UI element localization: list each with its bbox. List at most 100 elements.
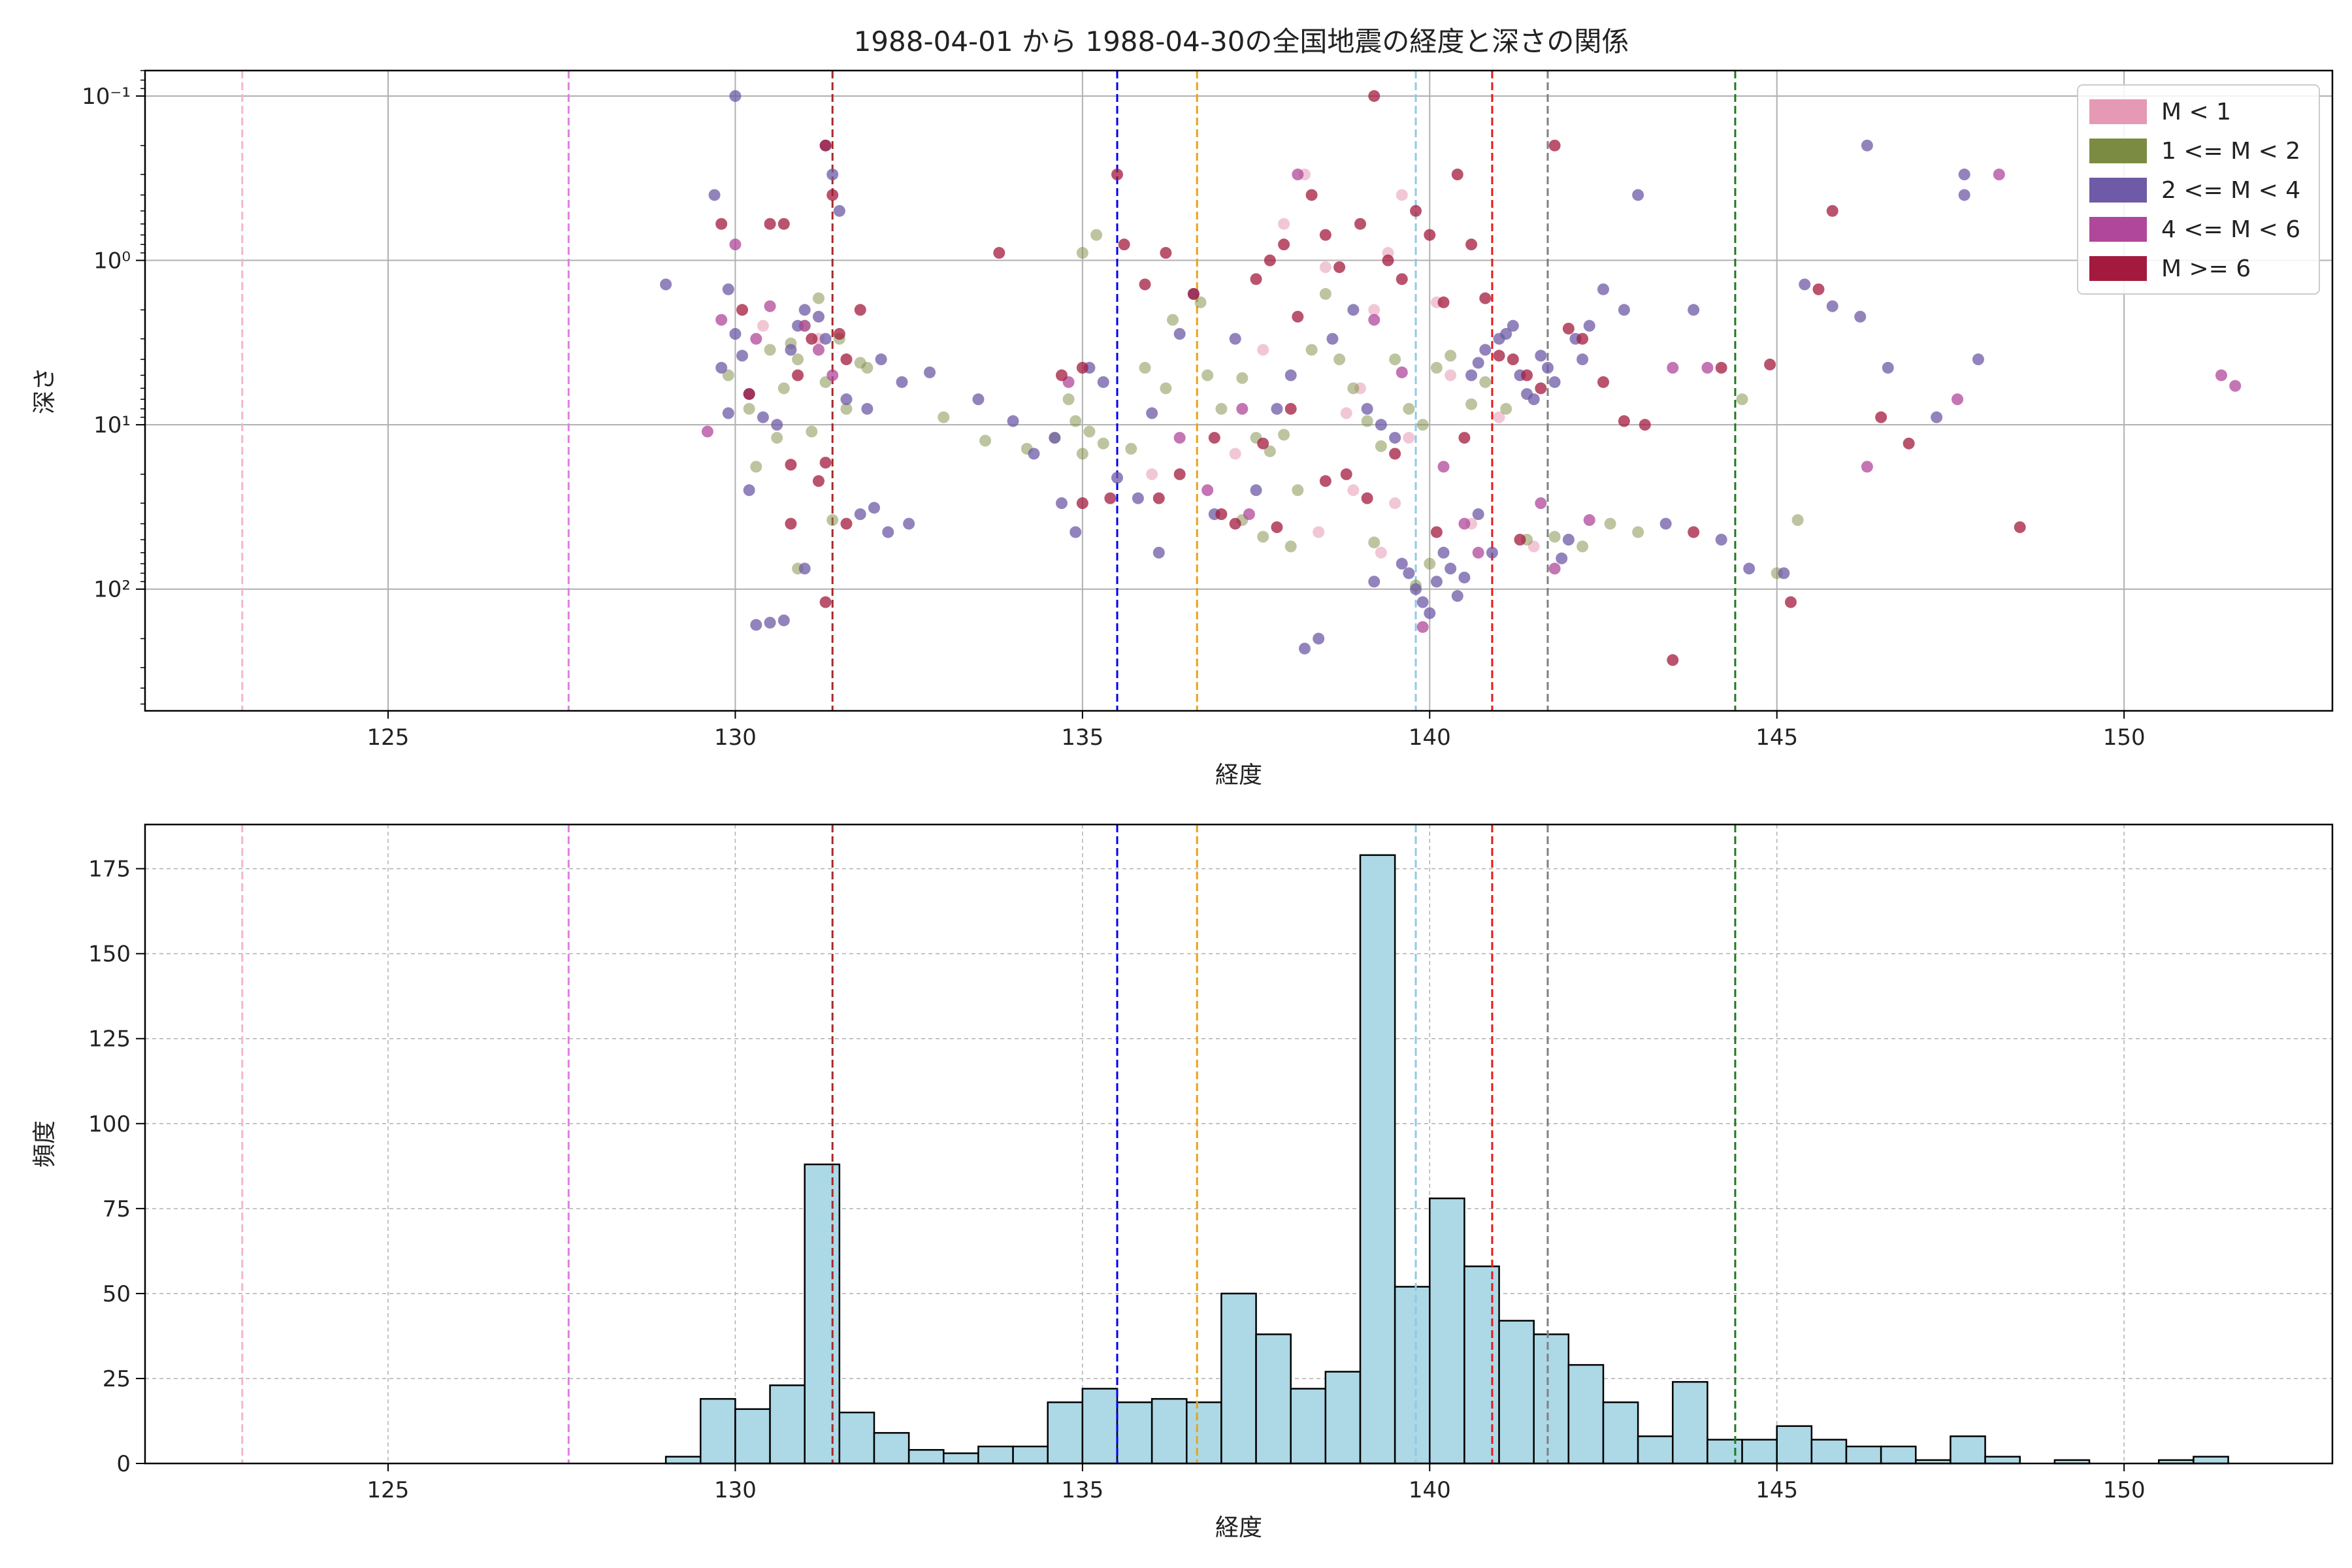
scatter-point [1424,229,1436,241]
histogram-y-tick-label: 0 [116,1451,131,1477]
scatter-x-axis-label: 経度 [1215,762,1262,789]
scatter-point [1139,361,1151,374]
scatter-point [1229,448,1241,460]
scatter-point [812,475,825,487]
histogram-bar [700,1397,736,1465]
scatter-point [1229,517,1241,530]
scatter-point [1472,357,1484,369]
scatter-point [750,619,762,631]
legend-label: 2 <= M < 4 [2161,177,2300,204]
scatter-point [1389,353,1401,366]
scatter-point [1076,247,1088,259]
scatter-point [1118,238,1130,251]
histogram-bar [804,1163,841,1465]
histogram-bar [769,1384,806,1465]
scatter-point [750,461,762,473]
scatter-point [729,90,742,102]
histogram-bar [1602,1401,1639,1465]
scatter-point [1458,517,1471,530]
scatter-point [743,484,755,497]
histogram-bar [1290,1388,1327,1465]
scatter-point [938,411,950,423]
scatter-vertical-reference-lines [241,71,1737,711]
scatter-point [1305,344,1318,356]
scatter-point [1194,296,1207,308]
scatter-point [1437,546,1450,559]
histogram-bar [1810,1439,1848,1465]
scatter-point [1430,526,1443,538]
scatter-point [1535,497,1547,510]
histogram-bar [1255,1333,1292,1465]
histogram-y-axis-label: 頻度 [31,1120,58,1168]
scatter-point [1278,218,1290,230]
scatter-point [1952,393,1964,406]
scatter-point [826,189,839,201]
scatter-point [1396,366,1408,378]
scatter-point [1160,247,1172,259]
scatter-y-tick-label: 10¹ [93,412,131,438]
scatter-point [1632,189,1644,201]
scatter-point [743,402,755,415]
scatter-point [1319,261,1331,273]
scatter-point [1458,571,1471,583]
histogram-y-tick-label: 75 [103,1196,131,1222]
scatter-point [1333,261,1346,273]
scatter-point [660,278,672,291]
scatter-point [708,189,721,201]
scatter-point [1167,314,1179,326]
scatter-point [715,361,728,374]
scatter-point [1410,204,1422,217]
scatter-point [1382,254,1394,267]
scatter-point [1430,576,1443,588]
scatter-point [1715,533,1727,546]
scatter-point [1229,333,1241,345]
scatter-point [2229,380,2242,392]
scatter-point [840,517,853,530]
scatter-point [1403,567,1415,580]
scatter-point [1451,169,1463,181]
histogram-bar [1394,1286,1431,1465]
scatter-point [792,369,804,382]
scatter-point [1076,448,1088,460]
legend-swatch [2089,99,2147,124]
scatter-point [1736,393,1748,406]
scatter-point [1583,514,1595,527]
histogram-bar [1984,1456,2021,1465]
scatter-point [729,328,742,340]
histogram-bar [1776,1425,1813,1465]
scatter-point [875,353,887,366]
scatter-point [819,596,832,608]
scatter-point [1055,497,1068,510]
scatter-axes-frame [144,69,2334,712]
scatter-point [1083,425,1096,438]
histogram-bars [664,854,2229,1465]
scatter-point [1111,472,1123,484]
histogram-bar [1741,1439,1778,1465]
scatter-point [1097,437,1109,449]
scatter-point [840,393,853,406]
scatter-point [1070,415,1082,427]
scatter-point [1347,382,1360,395]
scatter-point [1264,254,1276,267]
scatter-point [764,218,776,230]
histogram-bar [1880,1445,1917,1465]
scatter-point [722,283,734,295]
scatter-point [1882,361,1894,374]
scatter-point [1541,361,1554,374]
scatter-point [1854,310,1867,323]
scatter-point [1250,273,1262,286]
scatter-point [1764,358,1776,370]
scatter-point [1639,419,1651,431]
histogram-bar [1116,1401,1153,1465]
scatter-point [1437,296,1450,308]
histogram-bar [1220,1292,1257,1465]
scatter-point [1333,353,1346,366]
scatter-point [722,407,734,419]
scatter-point [1548,563,1561,575]
scatter-point [1215,402,1228,415]
scatter-x-tick-label: 150 [2103,725,2146,751]
scatter-point [1791,514,1804,527]
scatter-point [806,333,818,345]
scatter-point [777,614,790,627]
scatter-point [1368,536,1380,549]
